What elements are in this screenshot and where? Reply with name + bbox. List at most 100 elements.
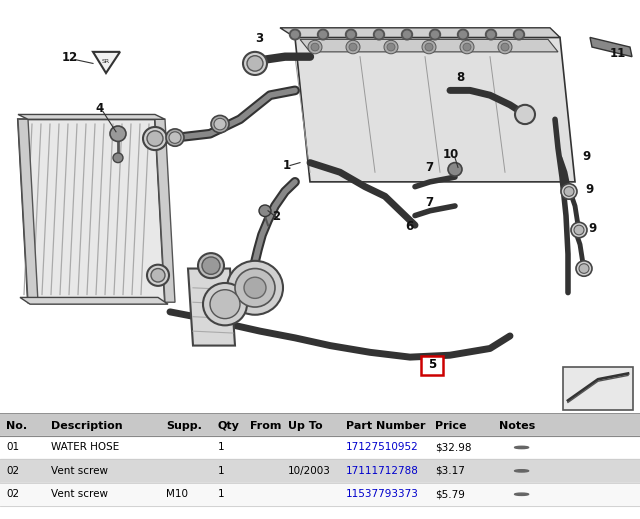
Circle shape [214, 118, 226, 130]
Text: 1: 1 [218, 466, 224, 476]
Polygon shape [280, 28, 560, 37]
Text: 7: 7 [425, 196, 433, 209]
Circle shape [202, 257, 220, 275]
Circle shape [574, 225, 584, 235]
Circle shape [429, 29, 440, 40]
Text: 17127510952: 17127510952 [346, 443, 419, 453]
Circle shape [211, 115, 229, 133]
Circle shape [513, 29, 525, 40]
Circle shape [110, 126, 126, 141]
Circle shape [243, 52, 267, 75]
Circle shape [515, 31, 522, 38]
Circle shape [401, 29, 413, 40]
Circle shape [346, 40, 360, 54]
Text: 8: 8 [456, 71, 464, 84]
Text: 12: 12 [62, 51, 78, 64]
Circle shape [579, 264, 589, 274]
Text: 17111712788: 17111712788 [346, 466, 419, 476]
Text: Vent screw: Vent screw [51, 489, 108, 499]
Circle shape [376, 31, 383, 38]
Circle shape [431, 31, 438, 38]
Text: 7: 7 [425, 161, 433, 174]
Circle shape [460, 31, 467, 38]
Circle shape [422, 40, 436, 54]
Text: $32.98: $32.98 [435, 443, 472, 453]
Circle shape [460, 40, 474, 54]
Circle shape [227, 261, 283, 315]
Circle shape [576, 261, 592, 276]
Polygon shape [18, 119, 38, 302]
Text: 02: 02 [6, 489, 20, 499]
Text: Qty: Qty [218, 421, 239, 431]
Circle shape [166, 129, 184, 146]
Polygon shape [188, 268, 235, 346]
Bar [0, 436, 640, 459]
Circle shape [498, 40, 512, 54]
Text: 9: 9 [588, 222, 596, 235]
Circle shape [291, 31, 298, 38]
Text: 3: 3 [255, 32, 263, 45]
Circle shape [403, 31, 410, 38]
Text: From: From [250, 421, 281, 431]
Circle shape [458, 29, 468, 40]
Text: Notes: Notes [499, 421, 536, 431]
Text: M10: M10 [166, 489, 188, 499]
Polygon shape [295, 37, 575, 182]
Circle shape [501, 43, 509, 51]
Circle shape [289, 29, 301, 40]
Circle shape [448, 162, 462, 176]
Text: 6: 6 [405, 220, 413, 233]
Circle shape [515, 493, 529, 496]
Circle shape [463, 43, 471, 51]
Text: 01: 01 [6, 443, 20, 453]
Circle shape [143, 127, 167, 150]
Circle shape [113, 153, 123, 162]
Text: Supp.: Supp. [166, 421, 202, 431]
Text: $3.17: $3.17 [435, 466, 465, 476]
Circle shape [317, 29, 328, 40]
Circle shape [169, 132, 181, 143]
Polygon shape [20, 297, 168, 304]
Circle shape [147, 265, 169, 286]
Bar [563, 367, 633, 410]
Circle shape [349, 43, 357, 51]
Bar [421, 356, 443, 375]
Text: Vent screw: Vent screw [51, 466, 108, 476]
Text: 4: 4 [95, 102, 103, 115]
Circle shape [244, 277, 266, 298]
Circle shape [425, 43, 433, 51]
Circle shape [210, 290, 240, 319]
Circle shape [235, 268, 275, 307]
Circle shape [486, 29, 497, 40]
Text: Up To: Up To [288, 421, 323, 431]
Text: No.: No. [6, 421, 28, 431]
Text: 1: 1 [218, 443, 224, 453]
Circle shape [319, 31, 326, 38]
Circle shape [488, 31, 495, 38]
Text: 10: 10 [443, 148, 460, 161]
Circle shape [348, 31, 355, 38]
Circle shape [561, 184, 577, 199]
Circle shape [247, 56, 263, 71]
Circle shape [198, 253, 224, 278]
Text: 2: 2 [272, 210, 280, 223]
Text: 9: 9 [585, 183, 593, 196]
Circle shape [308, 40, 322, 54]
Polygon shape [300, 39, 558, 52]
Polygon shape [18, 115, 165, 119]
Text: 5: 5 [428, 358, 436, 371]
Text: 9: 9 [582, 149, 590, 163]
Text: 10/2003: 10/2003 [288, 466, 331, 476]
Circle shape [151, 268, 165, 282]
Polygon shape [590, 37, 632, 57]
Text: SR: SR [102, 59, 110, 64]
Circle shape [515, 105, 535, 124]
Circle shape [259, 205, 271, 216]
Text: Price: Price [435, 421, 467, 431]
Circle shape [384, 40, 398, 54]
Bar [0, 483, 640, 506]
Text: 11: 11 [610, 47, 627, 60]
Circle shape [147, 131, 163, 146]
Text: WATER HOSE: WATER HOSE [51, 443, 120, 453]
Text: 00158518: 00158518 [580, 415, 616, 421]
